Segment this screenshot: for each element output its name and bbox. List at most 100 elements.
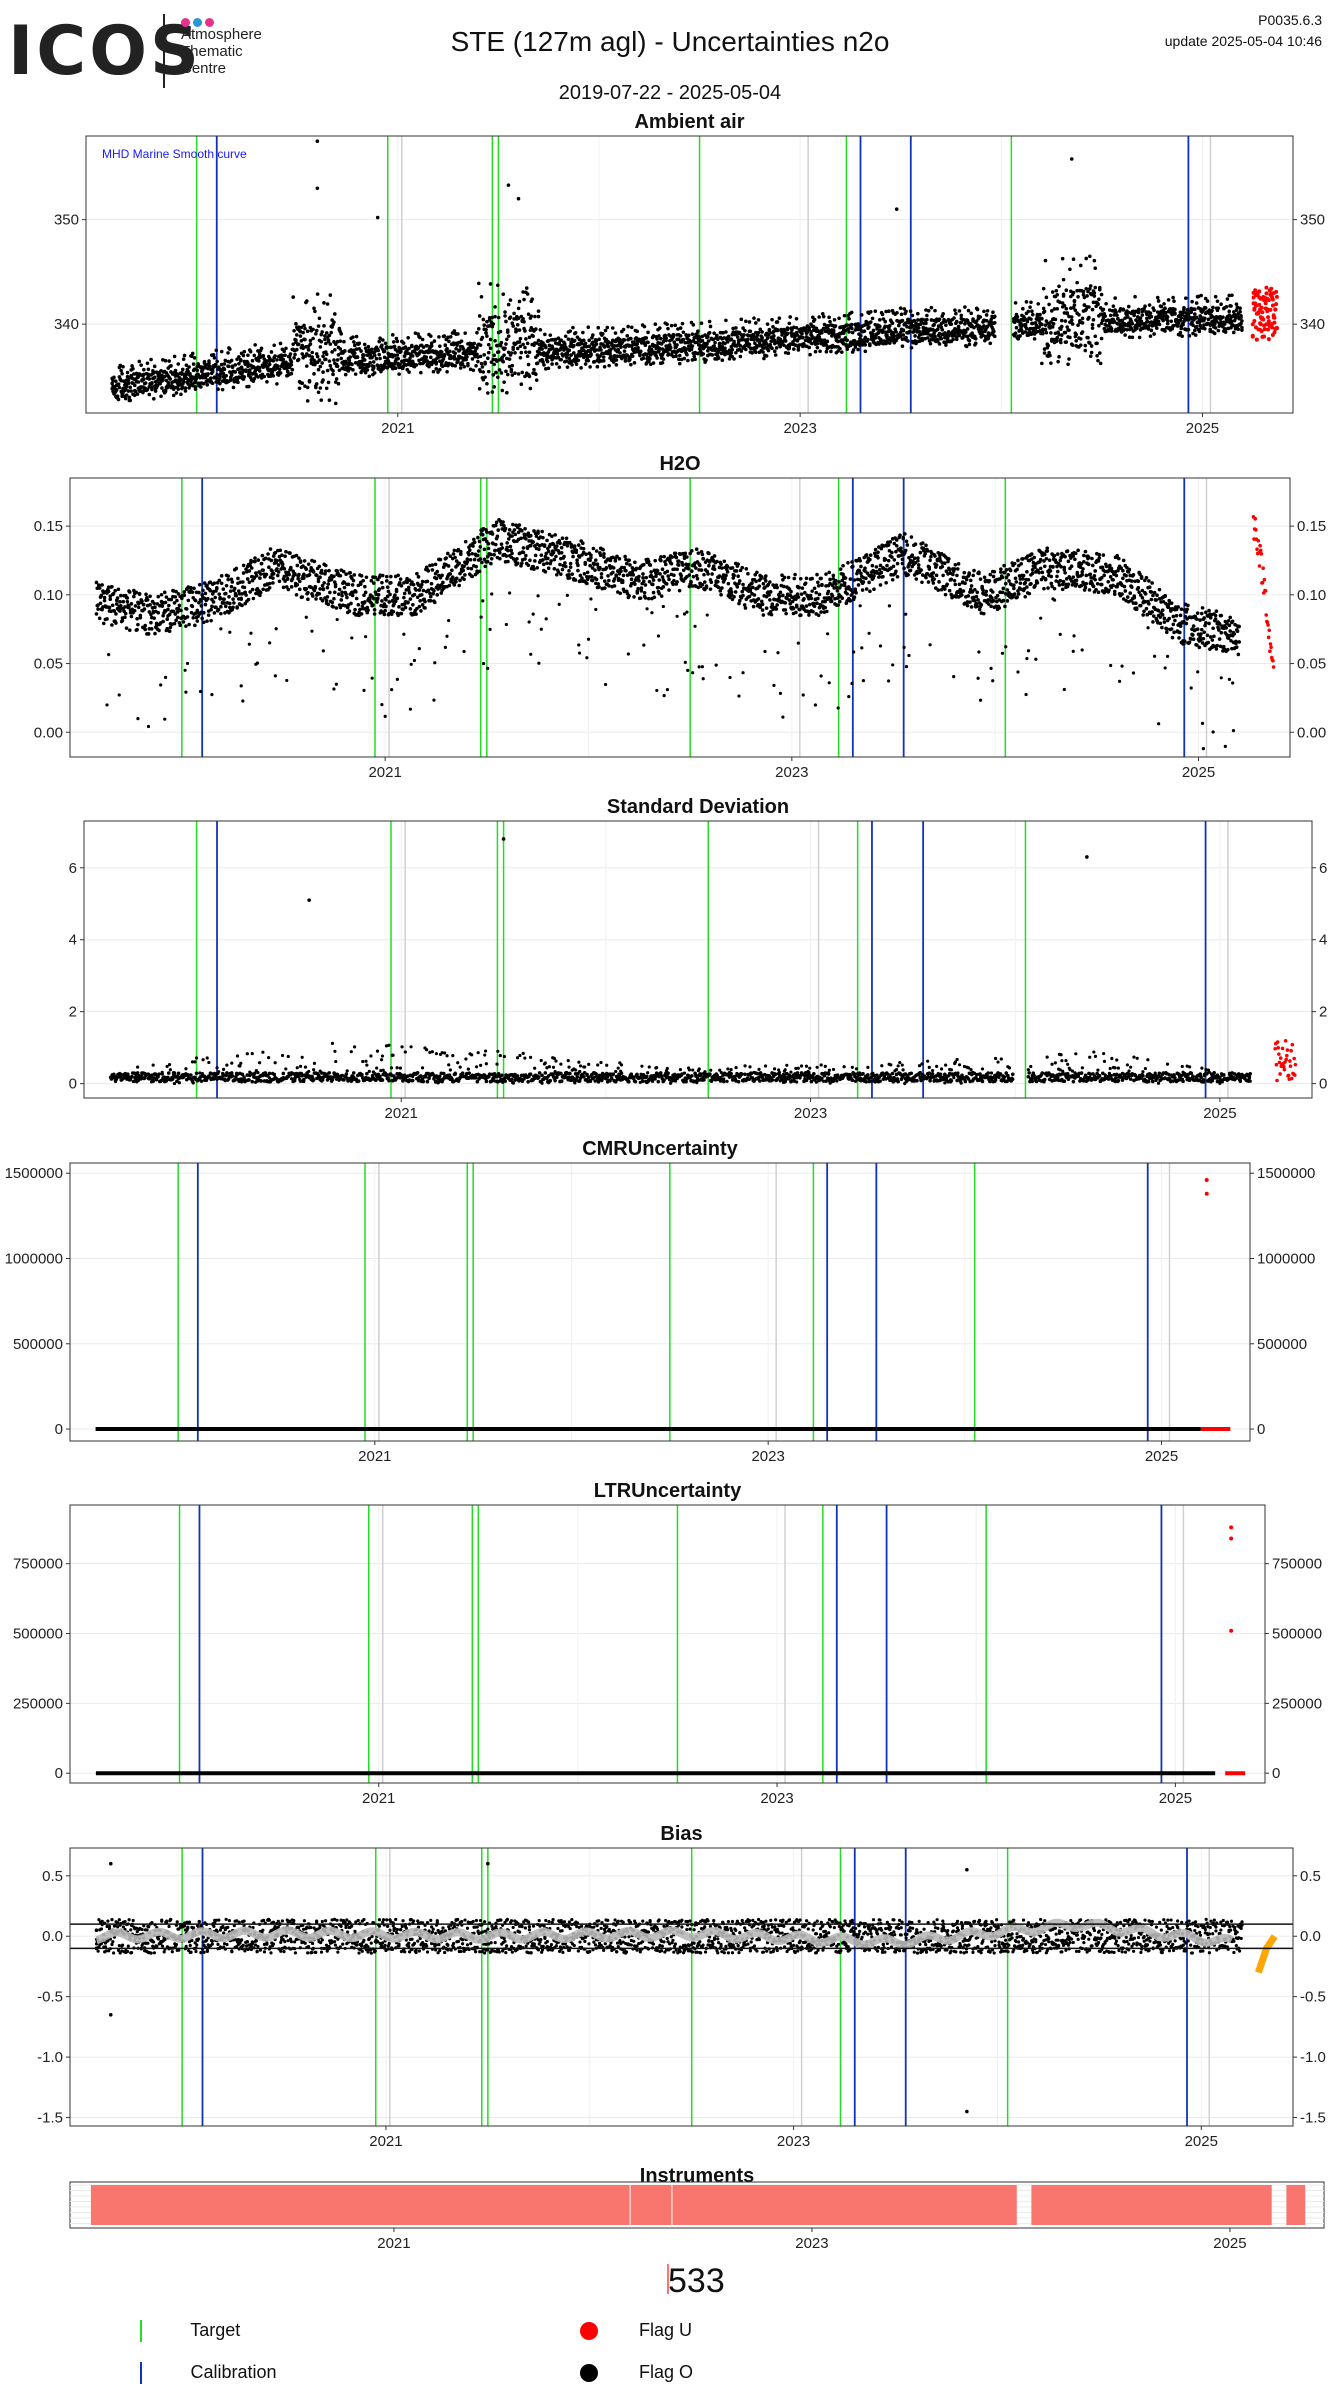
data-point (206, 613, 211, 617)
data-point (1055, 292, 1060, 297)
data-point (141, 602, 146, 607)
data-point (1123, 316, 1127, 320)
data-point (343, 372, 348, 377)
data-point-low (370, 676, 374, 680)
data-point (331, 605, 335, 609)
data-point (297, 572, 301, 577)
data-point (465, 560, 470, 564)
data-point (219, 611, 223, 616)
data-point (497, 368, 502, 372)
data-point (377, 587, 382, 591)
data-point (228, 601, 232, 606)
data-point (333, 582, 338, 587)
data-point (218, 375, 222, 380)
data-point (135, 616, 139, 621)
data-point (210, 368, 215, 372)
data-point (334, 377, 339, 381)
data-point (323, 357, 328, 362)
data-point (161, 614, 165, 618)
data-point (416, 583, 421, 587)
data-point (939, 336, 944, 341)
data-point (363, 370, 368, 375)
data-point (1046, 343, 1050, 348)
data-point (487, 318, 492, 322)
data-point-low (479, 615, 483, 619)
data-point (402, 595, 406, 600)
data-point (857, 324, 861, 329)
data-point (914, 321, 918, 326)
data-point (253, 559, 257, 564)
data-point (143, 623, 148, 628)
data-point (315, 354, 320, 359)
data-point (501, 520, 505, 524)
data-point-low (249, 631, 253, 635)
data-point (1076, 295, 1080, 299)
data-point (241, 368, 246, 373)
data-point (310, 594, 315, 598)
data-point (563, 334, 568, 339)
data-point (434, 362, 439, 366)
data-point (476, 549, 481, 553)
data-point (244, 368, 248, 372)
data-point (478, 557, 483, 561)
data-point (486, 356, 490, 361)
data-point (554, 361, 559, 366)
data-point (782, 335, 787, 340)
data-point (259, 561, 264, 566)
data-point (193, 387, 198, 391)
data-point (146, 372, 151, 377)
data-point (1163, 306, 1167, 311)
data-point (312, 306, 316, 311)
data-point (121, 599, 126, 604)
data-point (237, 361, 241, 366)
panel-plot-area (86, 136, 1293, 413)
data-point (1183, 296, 1188, 300)
data-point-low (321, 649, 325, 653)
data-point (735, 335, 740, 339)
data-point (425, 579, 430, 584)
data-point (114, 621, 118, 625)
data-point (1043, 258, 1048, 263)
data-point (1107, 318, 1111, 323)
data-point-low (481, 661, 486, 666)
data-point (228, 605, 232, 610)
data-point (1059, 324, 1064, 329)
data-point (303, 326, 307, 331)
data-point (987, 333, 992, 337)
data-point (370, 355, 374, 360)
data-point (211, 353, 216, 357)
data-point (568, 344, 573, 348)
flag-u-point (1269, 286, 1274, 291)
data-point (764, 342, 769, 346)
update-label: update 2025-05-04 10:46 (1164, 33, 1322, 49)
data-point (1230, 319, 1234, 324)
data-point (352, 340, 356, 344)
data-point (1088, 254, 1092, 259)
data-point (969, 311, 974, 316)
data-point (945, 336, 950, 341)
data-point (889, 338, 894, 343)
data-point (427, 364, 431, 369)
data-point (807, 345, 811, 350)
flag-u-point (1270, 325, 1275, 330)
data-point (589, 353, 593, 357)
data-point (561, 354, 565, 358)
data-point (867, 325, 871, 329)
data-point (493, 338, 497, 343)
data-point (581, 348, 586, 353)
data-point (132, 393, 137, 398)
data-point (297, 556, 301, 560)
data-point (281, 357, 286, 362)
data-point (1161, 314, 1165, 319)
data-point (1022, 316, 1027, 321)
data-point (1234, 302, 1239, 306)
data-point (986, 336, 991, 341)
data-point-low (447, 618, 451, 623)
data-point (434, 576, 439, 581)
data-point (460, 362, 465, 366)
data-point (507, 357, 512, 361)
data-point (296, 342, 301, 347)
data-point (181, 380, 186, 384)
data-point (765, 336, 770, 340)
data-point (407, 346, 411, 351)
